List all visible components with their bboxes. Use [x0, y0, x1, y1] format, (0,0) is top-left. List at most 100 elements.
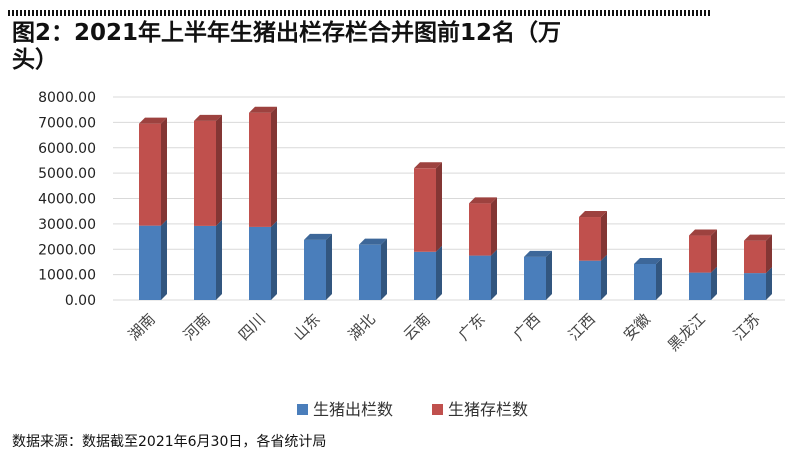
source-note: 数据来源：数据截至2021年6月30日，各省统计局 — [12, 434, 327, 450]
bar-side — [436, 162, 442, 252]
bar-front — [469, 255, 491, 300]
bar-生猪出栏数-广西 — [524, 250, 552, 300]
bar-生猪存栏数-广东 — [469, 197, 497, 256]
bar-side — [436, 245, 442, 300]
category-label: 湖南 — [125, 310, 159, 344]
bar-生猪存栏数-黑龙江 — [689, 229, 717, 273]
category-label: 河南 — [180, 310, 214, 344]
legend-label: 生猪出栏数 — [313, 400, 393, 419]
bar-side — [546, 250, 552, 300]
bar-生猪存栏数-湖南 — [139, 117, 167, 226]
bar-front — [139, 123, 161, 226]
bar-生猪出栏数-云南 — [414, 245, 442, 300]
bar-front — [194, 225, 216, 300]
bar-front — [194, 120, 216, 226]
bar-生猪出栏数-山东 — [304, 233, 332, 300]
y-tick-label: 8000.00 — [38, 90, 96, 106]
bar-side — [601, 254, 607, 300]
bar-side — [161, 117, 167, 226]
bar-side — [161, 219, 167, 300]
bar-front — [359, 244, 381, 300]
bar-生猪出栏数-黑龙江 — [689, 266, 717, 300]
y-tick-label: 7000.00 — [38, 115, 96, 131]
legend-item: 生猪存栏数 — [432, 400, 528, 419]
y-tick-label: 2000.00 — [38, 242, 96, 258]
category-label: 黑龙江 — [664, 310, 709, 355]
bar-生猪出栏数-广东 — [469, 249, 497, 300]
bar-front — [579, 260, 601, 300]
bar-top — [194, 114, 222, 121]
bar-front — [689, 235, 711, 273]
legend-swatch — [297, 404, 308, 415]
category-label: 四川 — [235, 310, 269, 344]
legend-label: 生猪存栏数 — [448, 400, 528, 419]
bar-front — [524, 256, 546, 300]
bar-top — [744, 234, 772, 241]
bar-top — [139, 117, 167, 124]
bar-生猪存栏数-江西 — [579, 211, 607, 261]
bar-生猪出栏数-江西 — [579, 254, 607, 300]
bar-top — [579, 211, 607, 218]
bar-生猪出栏数-四川 — [249, 220, 277, 300]
bar-side — [491, 197, 497, 256]
bar-top — [359, 238, 387, 245]
bar-side — [766, 267, 772, 300]
y-tick-label: 6000.00 — [38, 141, 96, 157]
bar-生猪出栏数-湖南 — [139, 219, 167, 300]
bar-side — [216, 219, 222, 300]
category-label: 云南 — [400, 310, 434, 344]
bar-front — [304, 239, 326, 300]
bar-top — [304, 233, 332, 240]
bar-side — [381, 238, 387, 300]
bar-side — [216, 114, 222, 226]
bar-front — [414, 251, 436, 300]
bar-side — [766, 234, 772, 274]
category-label: 广西 — [510, 310, 544, 344]
y-tick-label: 5000.00 — [38, 166, 96, 182]
grid-lines — [113, 96, 785, 301]
legend: 生猪出栏数 生猪存栏数 — [297, 400, 528, 419]
bar-front — [414, 168, 436, 252]
category-label: 湖北 — [345, 310, 379, 344]
category-label: 江苏 — [730, 310, 764, 344]
bar-side — [326, 233, 332, 300]
bar-side — [656, 257, 662, 300]
bar-front — [249, 112, 271, 227]
bar-top — [634, 257, 662, 264]
bar-front — [744, 273, 766, 300]
figure-title: 图2：2021年上半年生猪出栏存栏合并图前12名（万头） — [12, 20, 562, 73]
y-tick-label: 4000.00 — [38, 192, 96, 208]
category-label: 山东 — [290, 310, 324, 344]
bar-生猪存栏数-河南 — [194, 114, 222, 226]
bar-front — [634, 263, 656, 300]
bar-side — [491, 249, 497, 300]
bar-front — [469, 203, 491, 256]
bar-生猪出栏数-河南 — [194, 219, 222, 300]
category-label: 江西 — [565, 310, 599, 344]
y-tick-label: 0.00 — [65, 293, 96, 309]
bar-top — [689, 229, 717, 236]
bar-side — [601, 211, 607, 261]
bar-生猪出栏数-安徽 — [634, 257, 662, 300]
bar-top — [414, 162, 442, 169]
bar-front — [579, 217, 601, 261]
bar-生猪出栏数-湖北 — [359, 238, 387, 300]
category-label: 安徽 — [620, 310, 654, 344]
bar-front — [744, 240, 766, 274]
bar-top — [524, 250, 552, 257]
bar-side — [711, 229, 717, 273]
bar-top — [469, 197, 497, 204]
bars — [139, 106, 772, 300]
bar-生猪出栏数-江苏 — [744, 267, 772, 300]
y-tick-label: 1000.00 — [38, 268, 96, 284]
y-tick-label: 3000.00 — [38, 217, 96, 233]
bar-生猪存栏数-云南 — [414, 162, 442, 252]
bar-生猪存栏数-江苏 — [744, 234, 772, 274]
bar-top — [249, 106, 277, 113]
legend-swatch — [432, 404, 443, 415]
bar-side — [271, 106, 277, 227]
category-labels: 湖南 河南 四川 山东 湖北 云南 广东 广西 江西 安徽 黑龙江 江苏 — [125, 310, 764, 355]
bar-front — [689, 272, 711, 300]
bar-front — [249, 226, 271, 300]
